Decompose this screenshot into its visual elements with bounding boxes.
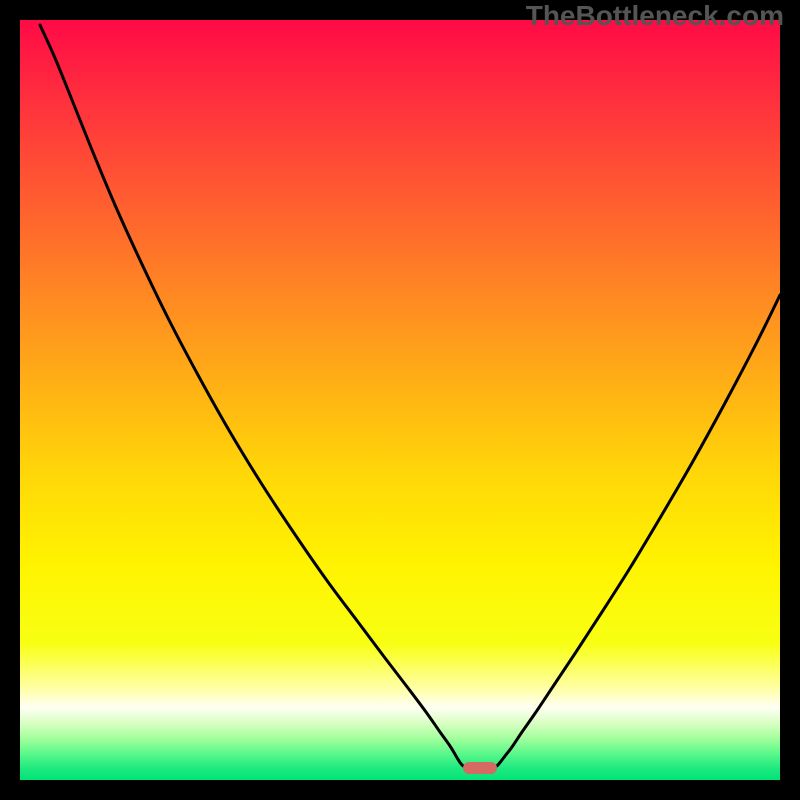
optimum-marker xyxy=(463,762,497,774)
bottleneck-chart xyxy=(20,20,780,780)
gradient-backdrop xyxy=(20,20,780,780)
watermark-text: TheBottleneck.com xyxy=(526,0,784,32)
